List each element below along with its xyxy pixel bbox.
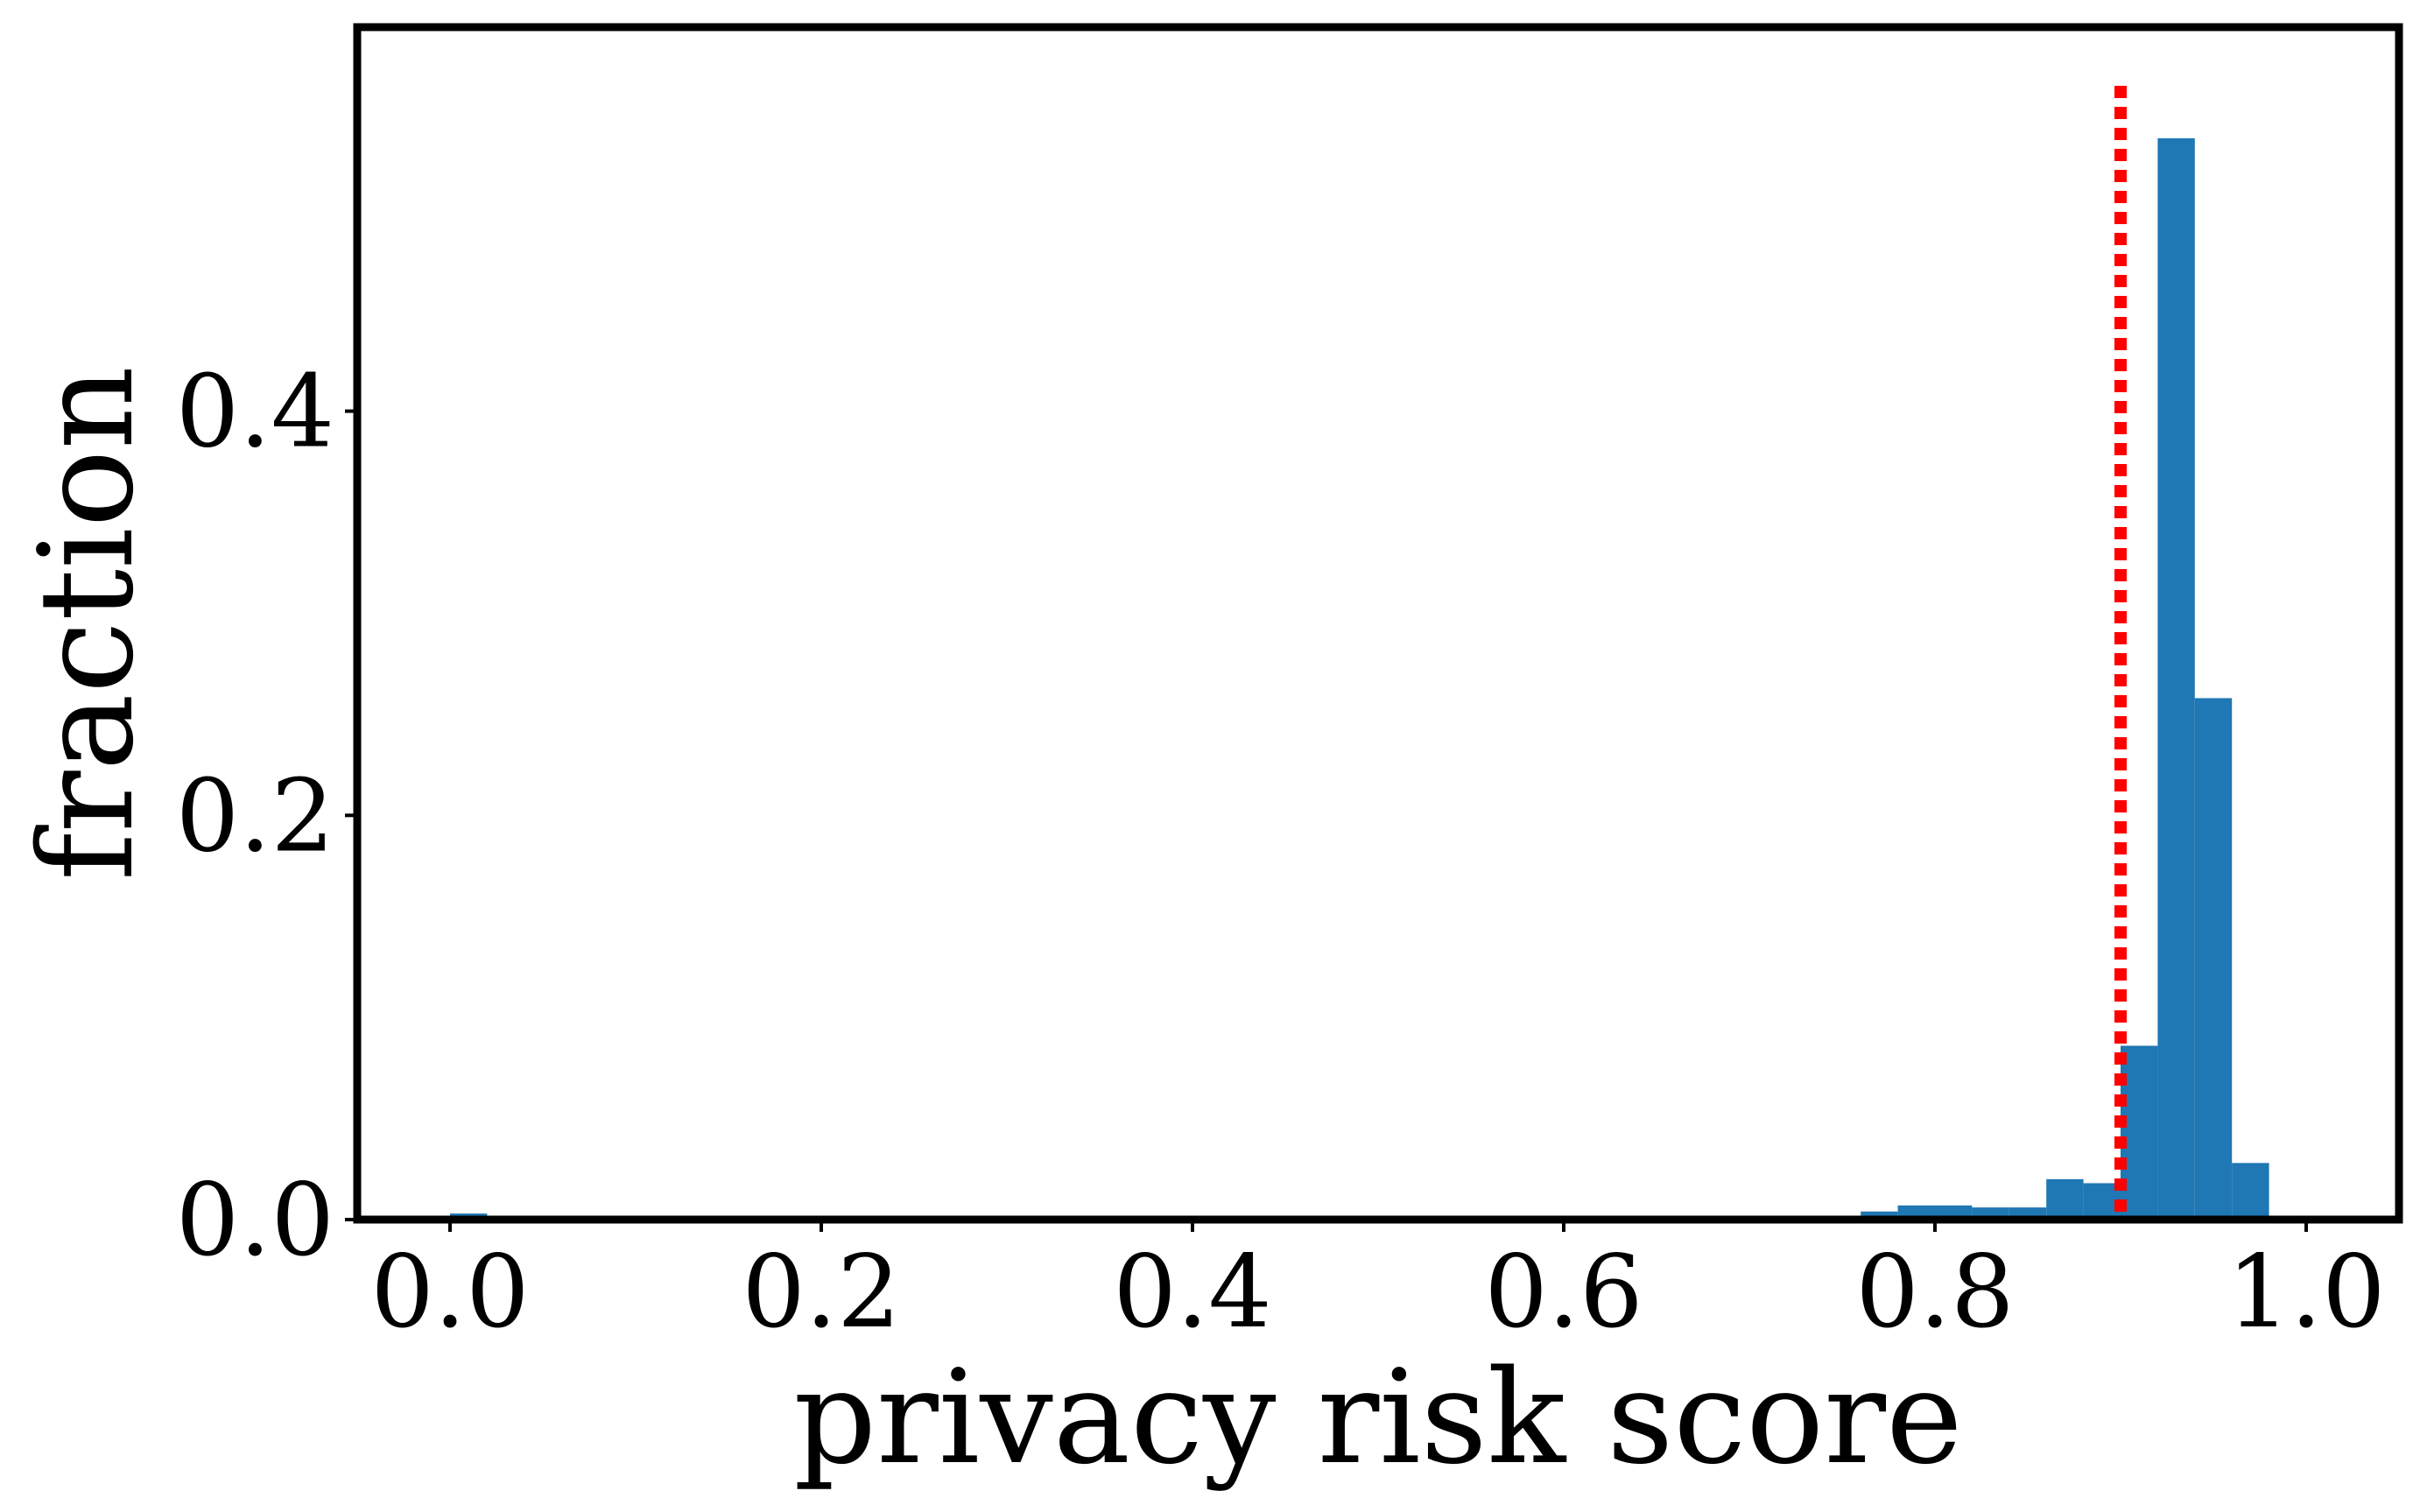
x-tick-label: 0.8 [1855,1234,2014,1350]
histogram-bar [2121,1045,2158,1220]
y-tick-label: 0.4 [176,354,334,470]
y-axis-ticks: 0.0 0.2 0.4 [176,354,357,1278]
x-tick-label: 1.0 [2227,1234,2385,1350]
histogram-bar [2194,698,2233,1220]
histogram-bars [450,137,2269,1220]
x-tick-label: 0.6 [1484,1234,1643,1350]
y-axis-label: fraction [11,366,162,881]
histogram-bar [2083,1183,2121,1220]
x-axis-label: privacy risk score [793,1342,1962,1493]
y-tick-label: 0.2 [176,757,334,874]
y-tick-label: 0.0 [176,1162,334,1278]
histogram-bar [1861,1211,1898,1220]
x-tick-label: 0.4 [1113,1234,1271,1350]
histogram-bar [2232,1163,2269,1220]
x-tick-label: 0.0 [370,1234,529,1350]
plot-frame [353,23,2403,1224]
histogram-bar [2157,137,2195,1220]
x-axis-ticks: 0.0 0.2 0.4 0.6 0.8 1.0 [370,1220,2386,1350]
histogram-bar [2046,1178,2084,1220]
x-tick-label: 0.2 [742,1234,900,1350]
